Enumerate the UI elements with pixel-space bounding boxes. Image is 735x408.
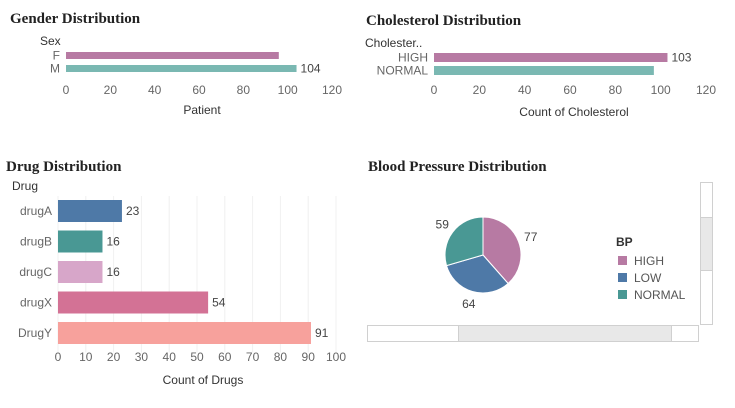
gender-bar[interactable] — [66, 52, 279, 59]
drug-tick-label: 100 — [326, 350, 346, 364]
bp-chart-panel: Blood Pressure Distribution 77 64 59 BP HIGH… — [360, 152, 735, 408]
cholesterol-tick-label: 0 — [431, 83, 438, 97]
bp-pie-slice[interactable] — [482, 216, 522, 285]
cholesterol-axis-title: Count of Cholesterol — [519, 105, 628, 119]
cholesterol-category-label: NORMAL — [377, 64, 429, 78]
bp-legend-item: HIGH — [634, 254, 664, 268]
gender-field-label: Sex — [40, 34, 61, 48]
bp-slice-label: 77 — [524, 230, 538, 244]
gender-tick-label: 0 — [63, 83, 70, 97]
drug-tick-label: 10 — [79, 350, 93, 364]
drug-bar[interactable] — [58, 291, 209, 314]
vertical-scrollbar[interactable] — [700, 182, 713, 325]
horizontal-scrollbar-thumb[interactable] — [458, 326, 672, 341]
gender-tick-label: 60 — [192, 83, 206, 97]
cholesterol-tick-label: 40 — [518, 83, 532, 97]
gender-category-label: M — [50, 62, 60, 76]
drug-bar-chart: Drug drugA 23 drugB 16 drugC 16 drugX 54 DrugY 91 0… — [12, 179, 346, 387]
cholesterol-tick-label: 80 — [609, 83, 623, 97]
bp-legend-swatch — [618, 290, 627, 299]
drug-category-label: drugB — [20, 235, 52, 249]
drug-bar[interactable] — [58, 230, 103, 253]
cholesterol-chart-title: Cholesterol Distribution — [366, 13, 522, 29]
cholesterol-tick-label: 100 — [651, 83, 671, 97]
drug-data-label: 91 — [315, 326, 329, 340]
gender-tick-label: 100 — [278, 83, 298, 97]
cholesterol-bar[interactable] — [434, 66, 654, 75]
drug-tick-label: 30 — [135, 350, 149, 364]
vertical-scrollbar-thumb[interactable] — [701, 217, 712, 271]
drug-bar[interactable] — [58, 200, 122, 222]
bp-pie-slice[interactable] — [444, 216, 484, 267]
gender-axis-title: Patient — [183, 103, 221, 117]
gender-tick-label: 80 — [237, 83, 251, 97]
bp-legend-swatch — [618, 273, 627, 282]
drug-tick-label: 50 — [190, 350, 204, 364]
drug-tick-label: 80 — [274, 350, 288, 364]
gender-category-label: F — [53, 49, 60, 63]
cholesterol-chart-panel: Cholesterol Distribution Cholester.. HIGH… — [360, 0, 735, 125]
drug-bar[interactable] — [58, 261, 103, 283]
drug-category-label: drugC — [19, 265, 52, 279]
drug-chart-title: Drug Distribution — [6, 159, 122, 175]
drug-tick-label: 20 — [107, 350, 121, 364]
gender-bar[interactable] — [66, 65, 297, 72]
cholesterol-bar[interactable] — [434, 53, 668, 62]
drug-category-label: DrugY — [18, 326, 52, 340]
drug-chart-panel: Drug Distribution Drug drugA 23 drugB 16 drug… — [0, 152, 360, 408]
drug-category-label: drugA — [20, 204, 52, 218]
drug-tick-label: 90 — [302, 350, 316, 364]
drug-data-label: 16 — [106, 265, 120, 279]
gender-data-label: 104 — [301, 62, 321, 76]
drug-data-label: 23 — [126, 204, 140, 218]
bp-slice-label: 64 — [462, 297, 476, 311]
drug-data-label: 54 — [212, 296, 226, 310]
drug-tick-label: 0 — [55, 350, 62, 364]
gender-chart-title: Gender Distribution — [10, 11, 141, 27]
cholesterol-category-label: HIGH — [398, 51, 428, 65]
gender-tick-label: 40 — [148, 83, 162, 97]
drug-category-label: drugX — [20, 296, 52, 310]
cholesterol-field-label: Cholester.. — [365, 36, 422, 50]
bp-legend-item: NORMAL — [634, 288, 686, 302]
gender-tick-label: 120 — [322, 83, 342, 97]
drug-tick-label: 40 — [163, 350, 177, 364]
cholesterol-data-label: 103 — [671, 51, 691, 65]
bp-legend-item: LOW — [634, 271, 662, 285]
cholesterol-tick-label: 60 — [563, 83, 577, 97]
drug-bar[interactable] — [58, 322, 311, 344]
bp-chart-title: Blood Pressure Distribution — [368, 159, 547, 175]
bp-slice-label: 59 — [436, 217, 450, 231]
drug-tick-label: 60 — [218, 350, 232, 364]
drug-field-label: Drug — [12, 179, 38, 193]
cholesterol-tick-label: 20 — [473, 83, 487, 97]
drug-data-label: 16 — [106, 235, 120, 249]
gender-tick-label: 20 — [104, 83, 118, 97]
cholesterol-tick-label: 120 — [696, 83, 716, 97]
bp-legend-title: BP — [616, 235, 633, 249]
bp-legend-swatch — [618, 256, 627, 265]
horizontal-scrollbar[interactable] — [367, 325, 699, 342]
drug-axis-title: Count of Drugs — [163, 373, 244, 387]
gender-chart-panel: Gender Distribution Sex F M 104 0 20 40 60 80 100… — [0, 0, 360, 125]
drug-tick-label: 70 — [246, 350, 260, 364]
bp-pie-slice[interactable] — [445, 254, 509, 294]
